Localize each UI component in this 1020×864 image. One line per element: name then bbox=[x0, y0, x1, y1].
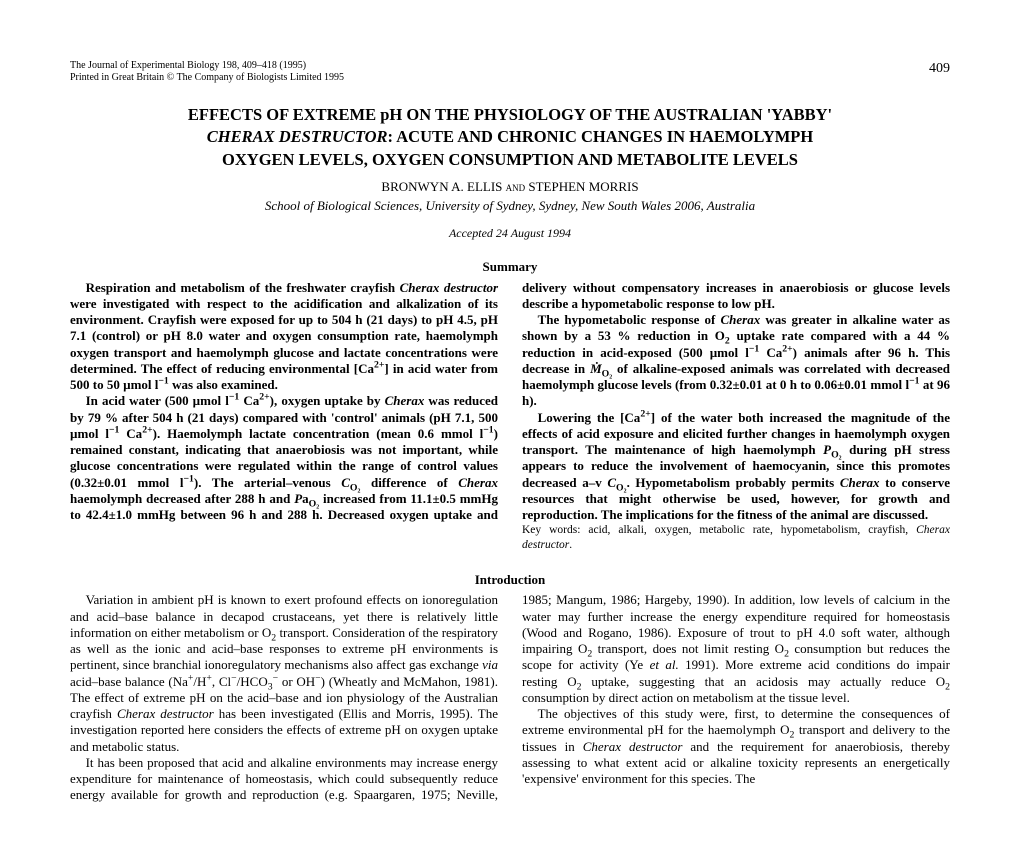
authors: BRONWYN A. ELLIS and STEPHEN MORRIS bbox=[70, 179, 950, 195]
journal-header: The Journal of Experimental Biology 198,… bbox=[70, 60, 344, 84]
introduction-heading: Introduction bbox=[70, 572, 950, 588]
summary-body: Respiration and metabolism of the freshw… bbox=[70, 280, 950, 553]
summary-heading: Summary bbox=[70, 259, 950, 275]
paper-title: EFFECTS OF EXTREME pH ON THE PHYSIOLOGY … bbox=[70, 104, 950, 171]
affiliation: School of Biological Sciences, Universit… bbox=[70, 198, 950, 214]
keywords: Key words: acid, alkali, oxygen, metabol… bbox=[522, 523, 950, 552]
print-line: Printed in Great Britain © The Company o… bbox=[70, 72, 344, 84]
introduction-body: Variation in ambient pH is known to exer… bbox=[70, 592, 950, 803]
accepted-date: Accepted 24 August 1994 bbox=[70, 226, 950, 241]
journal-line: The Journal of Experimental Biology 198,… bbox=[70, 60, 344, 72]
page-number: 409 bbox=[929, 60, 950, 78]
